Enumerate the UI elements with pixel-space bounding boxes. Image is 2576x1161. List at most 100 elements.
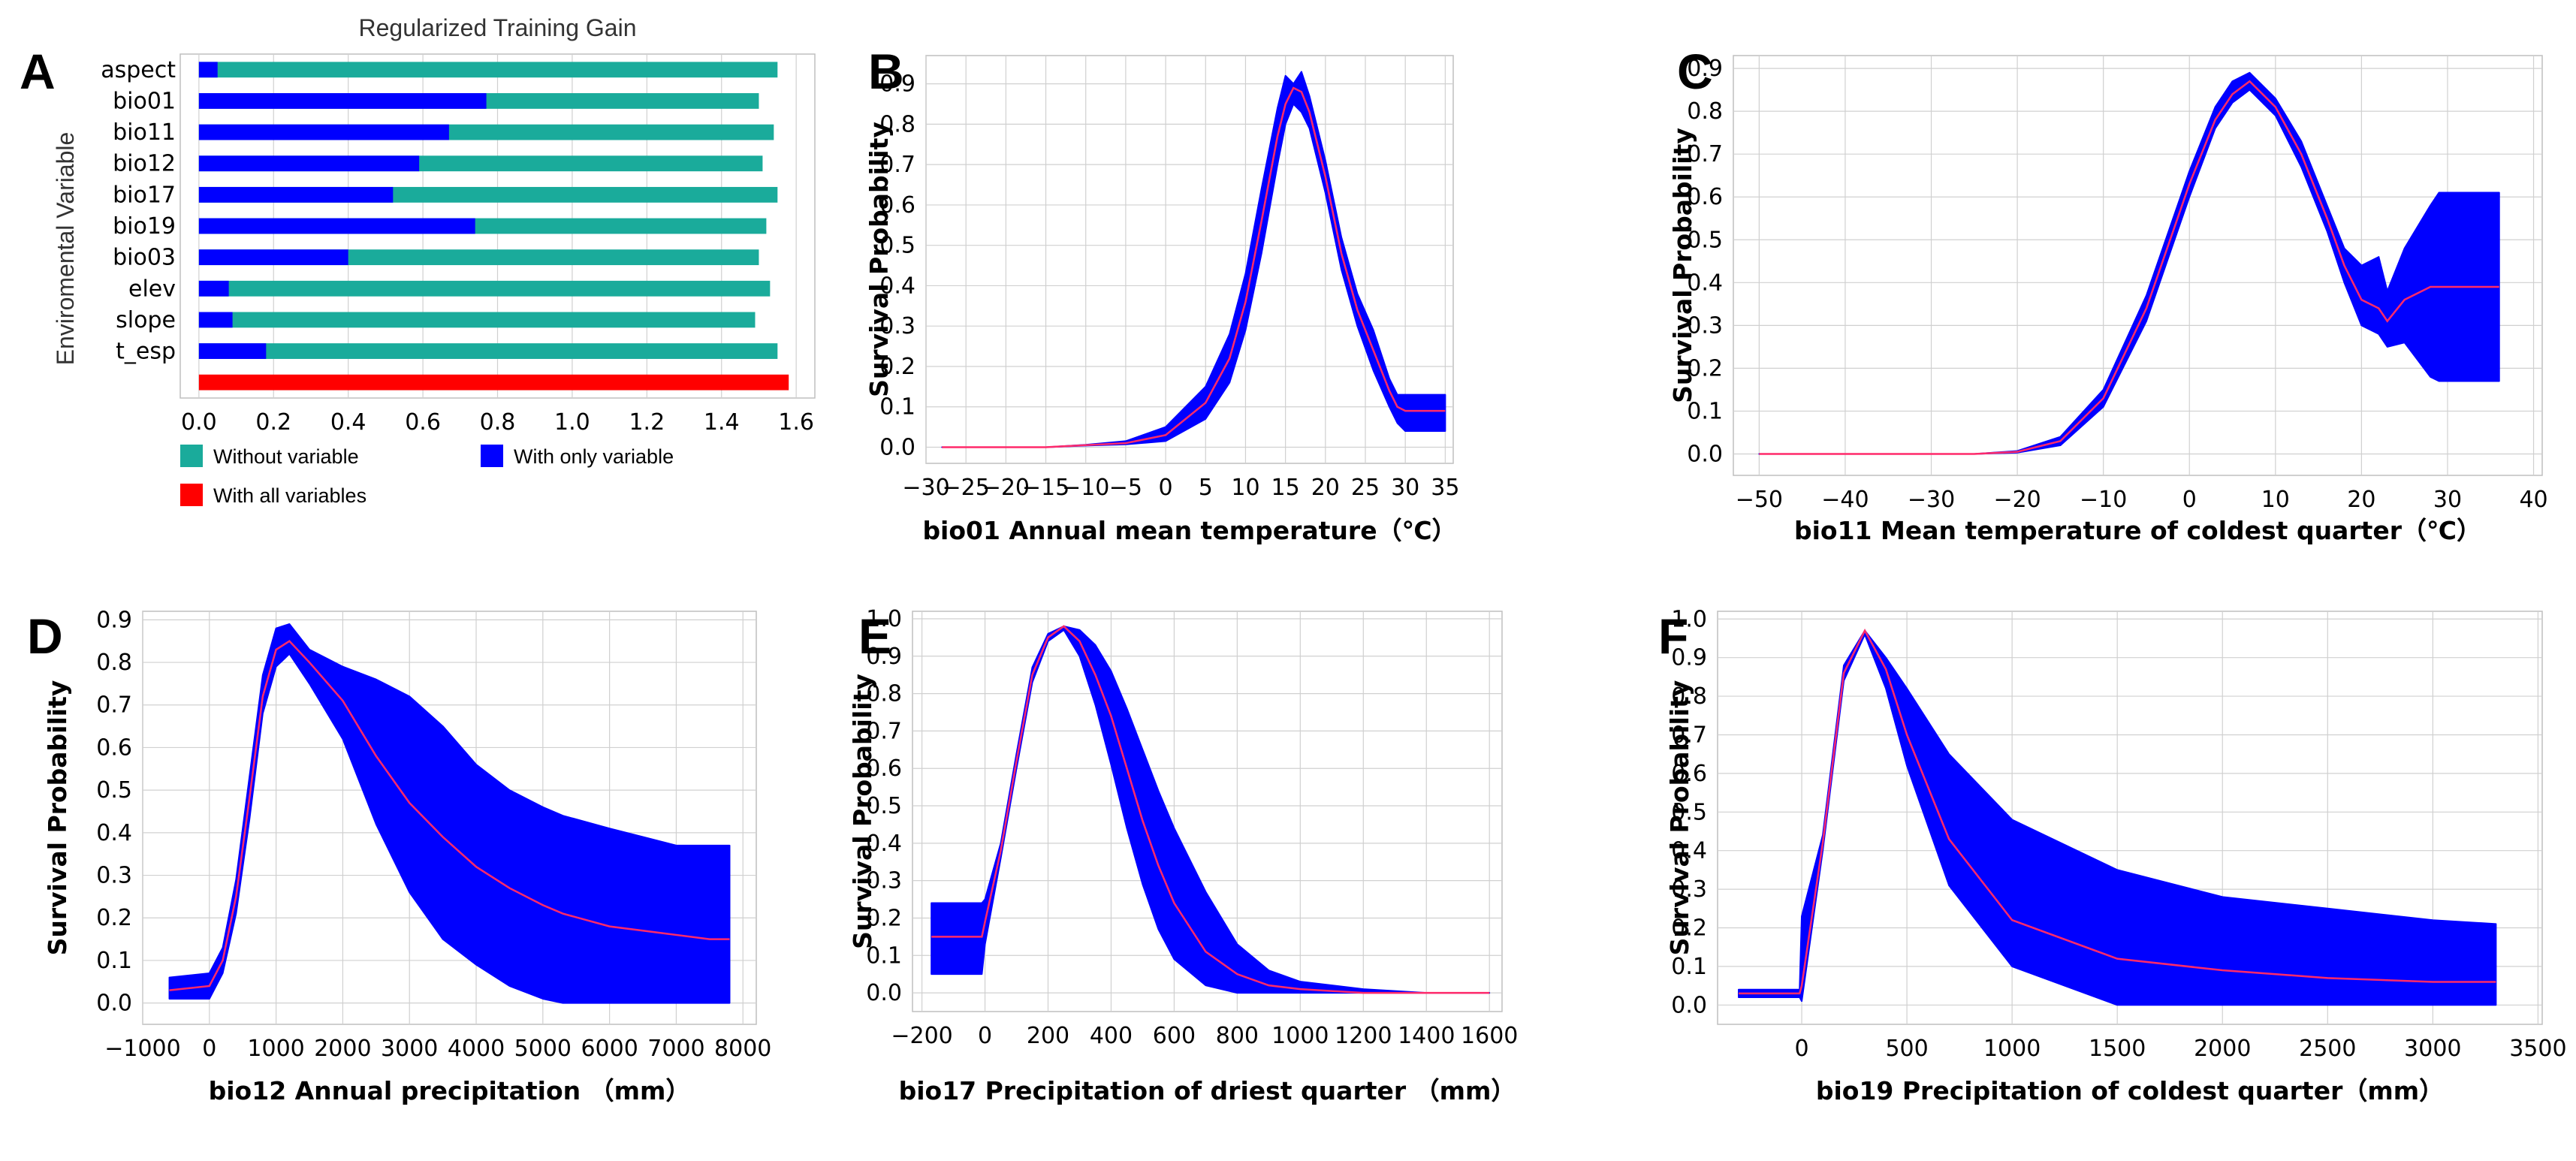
chart-title: Regularized Training Gain	[359, 14, 637, 41]
legend-label: With only variable	[514, 445, 674, 468]
y-tick-label: 0.9	[879, 71, 915, 98]
category-label: bio12	[113, 151, 176, 177]
x-axis-label: bio11 Mean temperature of coldest quarte…	[1794, 516, 2481, 545]
x-tick-label: 0	[2182, 487, 2197, 513]
confidence-band	[941, 71, 1446, 448]
bar-only-bio03	[198, 249, 348, 266]
x-tick-label: 1600	[1461, 1023, 1518, 1049]
x-tick-label: 30	[1391, 475, 1419, 501]
bar-only-bio19	[198, 218, 475, 234]
y-tick-label: 0.1	[1687, 398, 1723, 424]
x-tick-label: 5000	[514, 1036, 572, 1062]
x-tick-label: −25	[943, 475, 990, 501]
y-tick-label: 0.8	[879, 111, 915, 137]
y-tick-label: 0.5	[866, 793, 902, 819]
x-tick-label: 8000	[714, 1036, 771, 1062]
y-tick-label: 0.2	[1671, 915, 1707, 941]
x-tick-label: 0	[978, 1023, 992, 1049]
x-tick-label: 4000	[448, 1036, 505, 1062]
x-tick-label: 0	[1159, 475, 1173, 501]
y-tick-label: 0.2	[1687, 355, 1723, 381]
bar-only-bio12	[198, 155, 420, 172]
panel-C: 0.0 0.1 0.2 0.3 0.4 0.5 0.6 0.7 0.8 0.9 −50 −40 −30 −…	[1668, 44, 2548, 545]
y-tick-label: 0.7	[879, 152, 915, 178]
y-tick-label: 0.0	[96, 991, 132, 1017]
confidence-band	[168, 623, 731, 1004]
mean-response-line	[931, 625, 1490, 994]
panel-E: 0.0 0.1 0.2 0.3 0.4 0.5 0.6 0.7 0.8 0.9 1.0 −200 0 20…	[848, 606, 1518, 1105]
x-tick-label: 500	[1885, 1036, 1928, 1062]
x-tick-label: 0.2	[255, 409, 291, 436]
y-tick-label: 0.8	[1671, 683, 1707, 710]
x-tick-label: 1.2	[629, 409, 665, 436]
category-label: elev	[128, 276, 176, 302]
y-tick-label: 0.0	[866, 980, 902, 1006]
y-axis-label: Survival Probability	[43, 680, 72, 956]
bar-only-bio01	[198, 93, 487, 109]
bar-only-aspect	[198, 62, 218, 78]
bar-only-bio11	[198, 124, 449, 140]
y-tick-label: 0.7	[96, 692, 132, 719]
y-tick-label: 0.7	[1687, 141, 1723, 167]
legend-with-only-variable: With only variable	[481, 445, 674, 468]
x-tick-label: 600	[1153, 1023, 1196, 1049]
x-tick-label: 3000	[381, 1036, 438, 1062]
y-tick-label: 0.4	[866, 831, 902, 857]
x-tick-label: 3000	[2404, 1036, 2461, 1062]
y-tick-label: 0.6	[96, 734, 132, 761]
y-axis-label: Survival Probability	[848, 674, 877, 949]
y-tick-label: 0.1	[1671, 954, 1707, 980]
y-tick-label: 0.3	[879, 313, 915, 339]
x-tick-label: 1200	[1335, 1023, 1392, 1049]
x-tick-label: 1.4	[704, 409, 740, 436]
x-tick-label: −20	[982, 475, 1030, 501]
y-tick-label: 0.9	[1687, 56, 1723, 82]
y-tick-label: 0.2	[866, 905, 902, 931]
x-tick-label: 1.6	[778, 409, 814, 436]
y-tick-label: 0.4	[1687, 270, 1723, 296]
mean-response-line	[1739, 628, 2496, 995]
x-tick-label: 40	[2519, 487, 2547, 513]
y-axis-label: Survival Probability	[1665, 680, 1694, 956]
y-tick-label: 0.9	[1671, 645, 1707, 671]
x-tick-label: 7000	[647, 1036, 704, 1062]
x-tick-label: −50	[1736, 487, 1783, 513]
y-tick-label: 0.1	[879, 394, 915, 421]
category-label: t_esp	[116, 339, 176, 365]
x-tick-label: 0.6	[405, 409, 441, 436]
x-tick-label: 1400	[1398, 1023, 1455, 1049]
y-axis-label: Survival Probability	[1668, 128, 1697, 403]
y-tick-label: 0.6	[879, 192, 915, 219]
y-tick-label: 0.9	[866, 644, 902, 670]
bar-only-t_esp	[198, 343, 267, 359]
x-axis-label: bio12 Annual precipitation （mm）	[209, 1076, 691, 1105]
bar-only-elev	[198, 280, 229, 297]
panel-letter: B	[868, 44, 904, 99]
y-tick-label: 1.0	[866, 606, 902, 632]
panel-letter: D	[27, 608, 63, 664]
y-tick-label: 1.0	[1671, 606, 1707, 632]
legend-swatch	[180, 445, 203, 467]
x-tick-label: 2000	[2194, 1036, 2251, 1062]
y-tick-label: 0.4	[1671, 838, 1707, 864]
x-tick-label: −1000	[104, 1036, 180, 1062]
x-tick-label: −200	[891, 1023, 952, 1049]
x-tick-label: −30	[1908, 487, 1955, 513]
x-tick-label: −10	[1062, 475, 1109, 501]
y-tick-label: 0.6	[866, 755, 902, 782]
panel-B: 0.00.10.20.30.40.50.60.70.80.9−30−25−20−…	[864, 44, 1459, 545]
y-axis-label: Survival Probability	[864, 122, 894, 397]
y-tick-label: 0.1	[866, 942, 902, 969]
legend-label: With all variables	[213, 484, 366, 507]
x-tick-label: 10	[2261, 487, 2290, 513]
legend-without-variable: Without variable	[180, 445, 359, 468]
panel-letter: A	[20, 44, 56, 99]
x-tick-label: 0.8	[480, 409, 516, 436]
y-tick-label: 0.8	[1687, 98, 1723, 125]
bar-only-slope	[198, 312, 233, 328]
x-tick-label: −40	[1821, 487, 1869, 513]
category-label: bio19	[113, 213, 176, 240]
x-tick-label: 400	[1090, 1023, 1133, 1049]
x-tick-label: 1000	[1983, 1036, 2041, 1062]
category-label: slope	[116, 307, 176, 333]
